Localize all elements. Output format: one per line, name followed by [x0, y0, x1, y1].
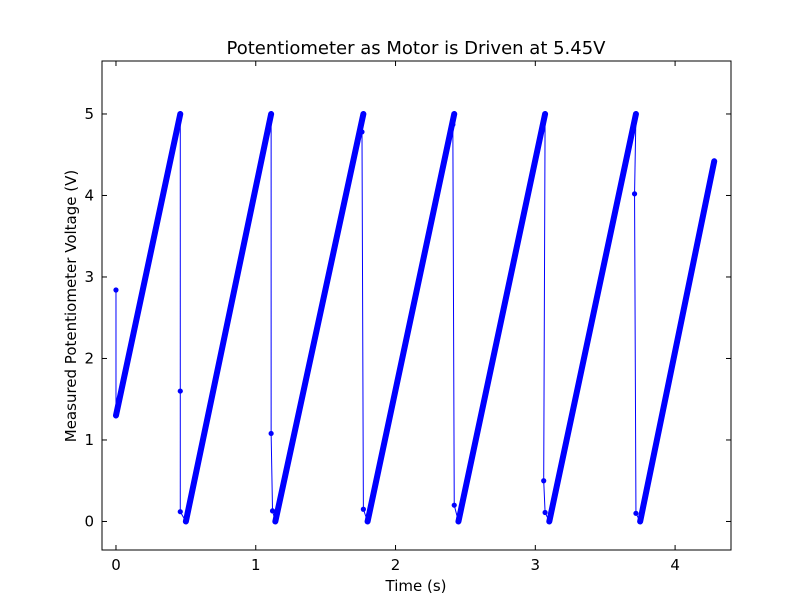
plot-frame	[101, 60, 732, 551]
data-point-outlier-3	[177, 509, 183, 515]
data-point-outlier-5	[269, 508, 276, 514]
data-point-outlier-13	[633, 510, 639, 516]
data-point-outlier-7	[360, 506, 366, 512]
x-axis-label: Time (s)	[385, 577, 447, 595]
x-tick-label: 2	[391, 556, 401, 574]
series-group	[112, 110, 718, 525]
x-tick-label: 0	[111, 556, 121, 574]
ramp-segment-5	[455, 110, 549, 525]
y-tick-label: 4	[84, 186, 94, 204]
data-point-outlier-11	[542, 509, 548, 516]
y-tick-label: 0	[84, 512, 94, 530]
y-tick-label: 2	[84, 349, 94, 367]
ramp-segment-6	[546, 110, 639, 525]
data-point-outlier-9	[451, 502, 457, 508]
data-point-outlier-6	[359, 129, 365, 135]
ramp-segment-7	[637, 158, 718, 525]
y-tick-label: 1	[84, 431, 94, 449]
x-tick-label: 4	[670, 556, 680, 574]
ramp-segment-4	[364, 110, 458, 525]
x-tick-label: 1	[251, 556, 261, 574]
ramp-segment-3	[272, 110, 367, 525]
plot-area	[112, 110, 718, 525]
y-tick-label: 3	[84, 268, 94, 286]
y-tick-label: 5	[84, 105, 94, 123]
axis-ticks: 0 1 2 3 4 0 1 2 3 4 5	[84, 61, 731, 574]
data-point-outlier-8	[450, 121, 456, 128]
x-tick-label: 3	[531, 556, 541, 574]
ramp-segment-2	[182, 110, 275, 525]
data-point-outlier-2	[177, 388, 183, 394]
chart-title: Potentiometer as Motor is Driven at 5.45…	[227, 38, 607, 59]
ramp-segment-1	[112, 110, 184, 419]
y-axis-label: Measured Potentiometer Voltage (V)	[62, 170, 80, 442]
data-point-outlier-4	[268, 430, 274, 437]
data-point-outlier-1	[113, 287, 119, 293]
data-point-outlier-12	[631, 191, 638, 197]
data-point-outlier-10	[541, 478, 547, 484]
